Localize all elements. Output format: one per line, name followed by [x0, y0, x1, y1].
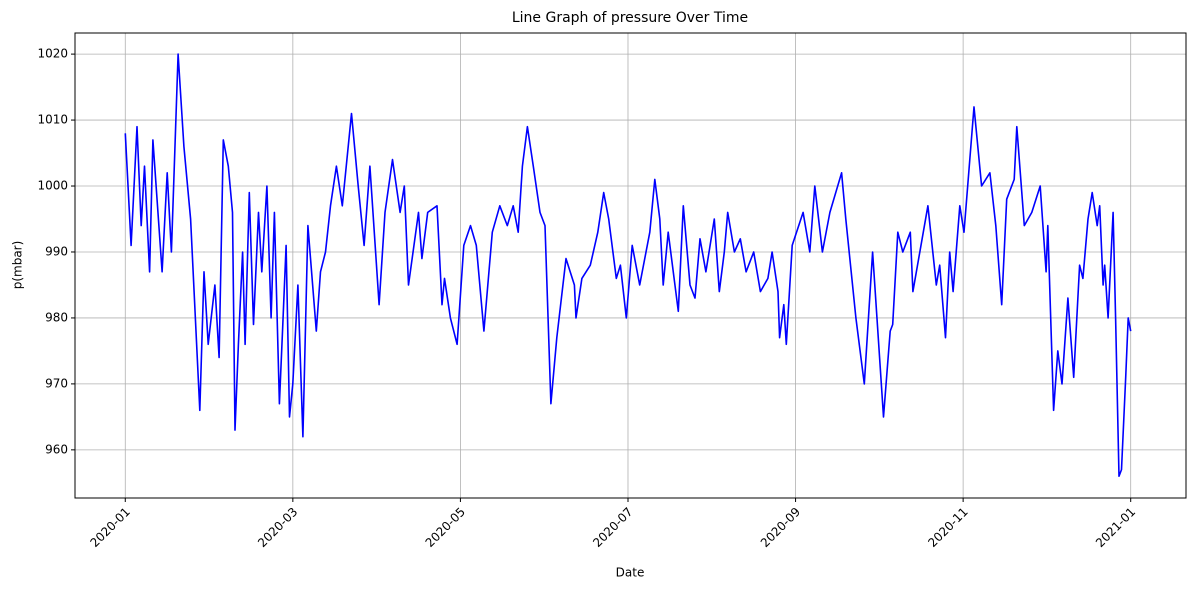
x-tick-label: 2021-01: [1093, 505, 1138, 550]
x-tick-label: 2020-11: [925, 505, 970, 550]
y-tick-label: 1000: [37, 179, 68, 193]
y-axis-label: p(mbar): [11, 241, 25, 290]
x-axis-label: Date: [616, 566, 645, 580]
x-tick-label: 2020-09: [758, 505, 803, 550]
x-tick-label: 2020-05: [423, 505, 468, 550]
x-tick-label: 2020-07: [590, 505, 635, 550]
y-tick-label: 1020: [37, 47, 68, 61]
y-tick-label: 980: [45, 310, 68, 324]
y-tick-label: 990: [45, 244, 68, 258]
y-tick-label: 970: [45, 376, 68, 390]
chart-title: Line Graph of pressure Over Time: [512, 10, 748, 26]
x-tick-label: 2020-03: [255, 505, 300, 550]
data-line: [124, 53, 1132, 477]
x-tick-label: 2020-01: [88, 505, 133, 550]
y-tick-label: 960: [45, 442, 68, 456]
plot-frame: [74, 32, 1187, 499]
y-tick-label: 1010: [37, 113, 68, 127]
